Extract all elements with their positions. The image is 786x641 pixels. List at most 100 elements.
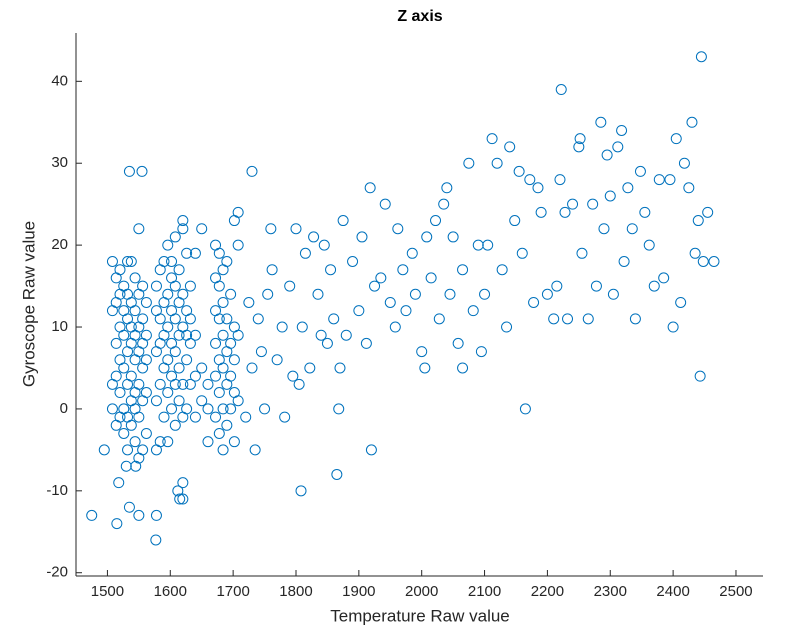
point <box>501 321 513 333</box>
point <box>457 362 469 374</box>
point <box>467 305 479 317</box>
point <box>154 436 166 448</box>
point <box>213 313 225 325</box>
point <box>604 190 616 202</box>
point <box>675 296 687 308</box>
point <box>210 370 222 382</box>
point <box>106 256 118 268</box>
point <box>213 427 225 439</box>
x-tick-label: 1900 <box>342 583 375 600</box>
point <box>528 296 540 308</box>
point <box>225 337 237 349</box>
point <box>293 378 305 390</box>
point <box>196 362 208 374</box>
point <box>658 272 670 284</box>
point <box>702 206 714 218</box>
point <box>328 313 340 325</box>
x-tick-label: 1800 <box>279 583 312 600</box>
point <box>284 280 296 292</box>
point <box>262 288 274 300</box>
point <box>221 313 233 325</box>
point <box>125 419 137 431</box>
x-tick-label: 2500 <box>719 583 752 600</box>
point <box>169 419 181 431</box>
point <box>667 321 679 333</box>
point <box>574 133 586 145</box>
point <box>353 305 365 317</box>
point <box>140 427 152 439</box>
point <box>184 378 196 390</box>
point <box>513 165 525 177</box>
point <box>472 239 484 251</box>
point <box>162 387 174 399</box>
x-tick-label: 2400 <box>656 583 689 600</box>
point <box>184 337 196 349</box>
point <box>365 444 377 456</box>
y-tick-label: 40 <box>51 72 68 89</box>
point <box>232 239 244 251</box>
point <box>140 329 152 341</box>
point <box>162 321 174 333</box>
y-tick-label: 0 <box>60 400 68 417</box>
point <box>225 288 237 300</box>
point <box>158 256 170 268</box>
point <box>389 321 401 333</box>
point <box>496 264 508 276</box>
point <box>356 231 368 243</box>
point <box>172 485 184 497</box>
point <box>573 141 585 153</box>
point <box>595 116 607 128</box>
point <box>210 411 222 423</box>
point <box>140 387 152 399</box>
point <box>114 264 126 276</box>
point <box>122 256 134 268</box>
point <box>692 215 704 227</box>
point <box>173 264 185 276</box>
point <box>421 231 433 243</box>
point <box>217 403 229 415</box>
point <box>479 288 491 300</box>
point <box>364 182 376 194</box>
point <box>202 378 214 390</box>
point <box>106 403 118 415</box>
point <box>643 239 655 251</box>
point <box>217 329 229 341</box>
point <box>133 378 145 390</box>
point <box>265 223 277 235</box>
point <box>217 444 229 456</box>
x-tick-label: 2300 <box>594 583 627 600</box>
point <box>331 468 343 480</box>
point <box>123 165 135 177</box>
point <box>347 256 359 268</box>
point <box>321 337 333 349</box>
point <box>217 296 229 308</box>
point <box>118 329 130 341</box>
point <box>150 395 162 407</box>
point <box>379 198 391 210</box>
y-tick-label: -10 <box>46 482 68 499</box>
point <box>123 501 135 513</box>
point <box>290 223 302 235</box>
point <box>629 313 641 325</box>
point <box>416 346 428 358</box>
point <box>133 223 145 235</box>
point <box>400 305 412 317</box>
point <box>189 247 201 259</box>
point <box>217 362 229 374</box>
point <box>225 370 237 382</box>
point <box>686 116 698 128</box>
y-tick-label: 10 <box>51 318 68 335</box>
point <box>125 256 137 268</box>
point <box>98 444 110 456</box>
point <box>221 419 233 431</box>
x-axis-label: Temperature Raw value <box>330 606 510 625</box>
point <box>535 206 547 218</box>
point <box>548 313 560 325</box>
point <box>287 370 299 382</box>
point <box>173 395 185 407</box>
point <box>419 362 431 374</box>
point <box>210 337 222 349</box>
point <box>648 280 660 292</box>
point <box>678 157 690 169</box>
